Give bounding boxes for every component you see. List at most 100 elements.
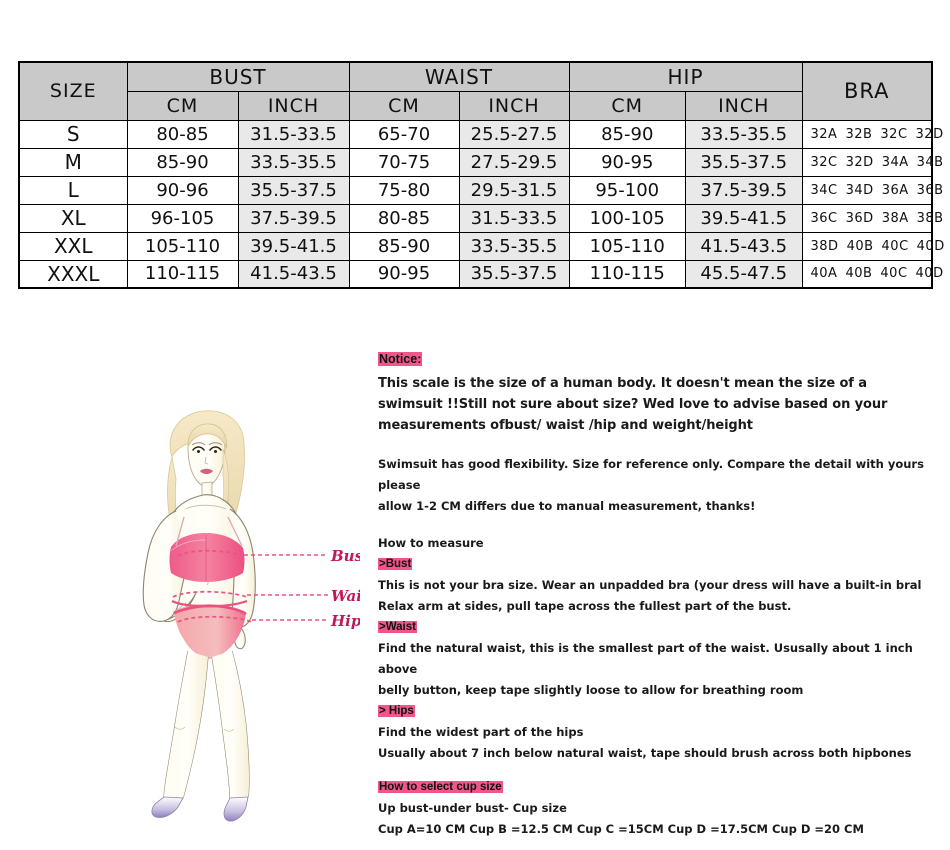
table-row: XXL 105-110 39.5-41.5 85-90 33.5-35.5 105-110… [18, 231, 944, 261]
column-header-waist: WAIST [348, 61, 570, 92]
size-value-XL: XL [18, 203, 128, 233]
figure-legs [163, 650, 250, 799]
hip-inch-value-M: 35.5-37.5 [685, 147, 803, 177]
bust-inch-value-S: 31.5-33.5 [237, 119, 350, 149]
bra-size: 40B [846, 238, 874, 254]
hip-cm-value-S: 85-90 [568, 119, 686, 149]
bra-size: 32D [915, 126, 944, 142]
table-row: L 90-96 35.5-37.5 75-80 29.5-31.5 95-100 37.5-… [18, 175, 943, 205]
bra-size: 38B [916, 210, 944, 226]
bra-size: 34D [845, 182, 874, 198]
table-row: M 85-90 33.5-35.5 70-75 27.5-29.5 90-95 35.5-3… [18, 147, 943, 177]
notice-body-line-3: measurements ofbust/ waist /hip and weig… [378, 418, 753, 433]
cup-size-heading-wrap: How to select cup size [378, 777, 934, 798]
bra-size: 32B [845, 126, 873, 142]
bust-cm-value-XL: 96-105 [126, 203, 239, 233]
bust-inch-value-M: 33.5-35.5 [237, 147, 350, 177]
bra-size: 38A [881, 210, 909, 226]
size-value-M: M [18, 147, 128, 177]
waist-inch-value-XXXL: 35.5-37.5 [458, 259, 570, 289]
flexibility-note-line-1: Swimsuit has good flexibility. Size for … [378, 457, 924, 492]
hip-inch-value-XXXL: 45.5-47.5 [685, 259, 803, 289]
waist-cm-value-XXXL: 90-95 [348, 259, 460, 289]
bust-inch-value-XXL: 39.5-41.5 [237, 231, 350, 261]
hip-label: Hip [330, 612, 360, 630]
bra-value-S: 32A 32B 32C 32D [801, 119, 943, 149]
cup-size-line-2: Cup A=10 CM Cup B =12.5 CM Cup C =15CM C… [378, 822, 864, 836]
figure-shoes [151, 796, 249, 822]
waist-instruction-line-1: Find the natural waist, this is the smal… [378, 641, 913, 676]
flexibility-note: Swimsuit has good flexibility. Size for … [378, 454, 934, 517]
column-header-hip-cm: CM [568, 90, 686, 121]
instructions-panel: Notice: This scale is the size of a huma… [378, 352, 934, 840]
bust-inch-value-XXXL: 41.5-43.5 [237, 259, 350, 289]
bra-size: 40D [916, 238, 945, 254]
hips-instruction-line-1: Find the widest part of the hips [378, 725, 584, 739]
column-header-waist-inch: INCH [458, 90, 570, 121]
waist-instruction-line-2: belly button, keep tape slightly loose t… [378, 683, 804, 697]
figure-arm-left [142, 510, 197, 623]
waist-inch-value-XL: 31.5-33.5 [458, 203, 570, 233]
column-header-bust: BUST [126, 61, 350, 92]
hip-cm-value-L: 95-100 [568, 175, 686, 205]
bust-label: Bust [330, 547, 360, 565]
table-header-row-units: CM INCH CM INCH CM INCH [19, 90, 932, 121]
bra-size: 36D [845, 210, 874, 226]
how-to-measure-heading: How to measure [378, 536, 484, 550]
bikini-bottom [173, 604, 247, 659]
waist-inch-value-M: 27.5-29.5 [458, 147, 570, 177]
hip-inch-value-XL: 39.5-41.5 [685, 203, 803, 233]
waist-cm-value-L: 75-80 [348, 175, 460, 205]
notice-body-line-1: This scale is the size of a human body. … [378, 376, 867, 391]
table-header: SIZE BUST WAIST HIP BRA CM INCH CM INCH … [18, 61, 933, 121]
bust-inch-value-L: 35.5-37.5 [237, 175, 350, 205]
bra-size: 40C [881, 238, 909, 254]
bra-size: 36A [881, 182, 909, 198]
bra-size: 32C [810, 154, 838, 170]
bust-instruction-line-1: This is not your bra size. Wear an unpad… [378, 578, 922, 592]
waist-section-label: >Waist [378, 621, 417, 633]
column-header-bust-cm: CM [126, 90, 239, 121]
notice-title: Notice: [378, 352, 423, 366]
bra-size: 36B [916, 182, 944, 198]
hip-cm-value-M: 90-95 [568, 147, 686, 177]
size-chart-table-container: SIZE BUST WAIST HIP BRA CM INCH CM INCH … [18, 61, 944, 289]
table-row: S 80-85 31.5-33.5 65-70 25.5-27.5 85-90 33.5-3… [18, 119, 943, 149]
waist-cm-value-XXL: 85-90 [348, 231, 460, 261]
column-header-bra: BRA [801, 61, 933, 121]
bra-value-XL: 36C 36D 38A 38B [801, 203, 943, 233]
bra-size: 38D [810, 238, 839, 254]
measurement-lines [171, 549, 328, 623]
bra-size: 34B [916, 154, 944, 170]
bra-value-XXXL: 40A 40B 40C 40D [801, 259, 943, 289]
bust-cm-value-XXL: 105-110 [126, 231, 239, 261]
hip-inch-value-L: 37.5-39.5 [685, 175, 803, 205]
size-value-S: S [18, 119, 128, 149]
table-header-row-groups: SIZE BUST WAIST HIP BRA [18, 61, 933, 121]
bra-size: 32A [810, 126, 838, 142]
section-spacer [378, 764, 934, 777]
column-header-size: SIZE [18, 61, 128, 121]
notice-body-line-2: swimsuit !!Still not sure about size? We… [378, 397, 888, 412]
waist-cm-value-S: 65-70 [348, 119, 460, 149]
bust-inch-value-XL: 37.5-39.5 [237, 203, 350, 233]
bra-size: 34A [881, 154, 909, 170]
waist-inch-value-S: 25.5-27.5 [458, 119, 570, 149]
bra-value-XXL: 38D 40B 40C 40D [801, 231, 944, 261]
hip-inch-value-XXL: 41.5-43.5 [685, 231, 803, 261]
bra-size: 40D [915, 266, 944, 282]
waist-section-label-wrap: >Waist [378, 617, 934, 638]
column-header-waist-cm: CM [348, 90, 460, 121]
table-body: S 80-85 31.5-33.5 65-70 25.5-27.5 85-90 33.5-3… [18, 119, 944, 289]
cup-size-line-1: Up bust-under bust- Cup size [378, 801, 567, 815]
bust-section-label-wrap: >Bust [378, 554, 934, 575]
bra-size: 34C [810, 182, 838, 198]
notice-heading: Notice: [378, 352, 934, 366]
column-header-bust-inch: INCH [237, 90, 350, 121]
hips-section-label-wrap: > Hips [378, 701, 934, 722]
bra-value-M: 32C 32D 34A 34B [801, 147, 943, 177]
bra-size: 40B [845, 266, 873, 282]
size-chart-table: SIZE BUST WAIST HIP BRA CM INCH CM INCH … [18, 61, 944, 289]
size-value-XXXL: XXXL [18, 259, 128, 289]
